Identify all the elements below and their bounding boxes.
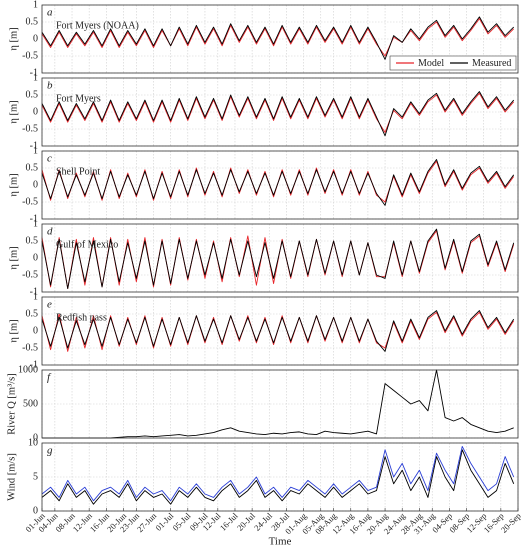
y-tick-label: 1 <box>33 145 38 156</box>
y-tick-label: -0.5 <box>22 269 38 280</box>
series-line <box>41 449 515 505</box>
panel-letter: e <box>47 299 52 311</box>
y-tick-label: 0 <box>33 106 38 117</box>
y-tick-label: 1 <box>33 72 38 83</box>
y-tick-label: -0.5 <box>22 123 38 134</box>
y-tick-label: -0.5 <box>22 342 38 353</box>
y-axis-label: River Q [m³/s] <box>6 373 17 434</box>
series-line <box>41 228 515 290</box>
panel-frame <box>41 369 519 439</box>
x-tick-label: 16-Jul <box>218 510 241 533</box>
panel-title: Fort Myers (NOAA) <box>56 20 139 31</box>
series-line <box>41 445 515 502</box>
y-tick-label: 0.5 <box>26 89 39 100</box>
y-tick-label: -1 <box>30 140 38 151</box>
x-tick-label: 27-Jun <box>135 510 159 534</box>
y-tick-label: 0 <box>33 325 38 336</box>
y-tick-label: -0.5 <box>22 50 38 61</box>
y-tick-label: 0 <box>33 432 38 443</box>
panel-frame <box>41 77 519 147</box>
legend-label: Model <box>418 58 444 69</box>
series-line <box>41 18 515 57</box>
y-tick-label: 500 <box>23 398 38 409</box>
series-line <box>42 369 514 439</box>
y-axis-label: η [m] <box>8 319 19 342</box>
y-tick-label: 0 <box>33 505 38 516</box>
y-tick-label: -0.5 <box>22 196 38 207</box>
panel-frame <box>41 296 519 366</box>
y-tick-label: 0 <box>33 252 38 263</box>
panel-title: Redfish pass <box>56 312 107 323</box>
panel-title: Shell Point <box>56 166 100 177</box>
y-axis-label: η [m] <box>8 246 19 269</box>
y-tick-label: -1 <box>30 359 38 370</box>
series-line <box>41 160 515 203</box>
legend-label: Measured <box>472 58 511 69</box>
y-axis-label: η [m] <box>8 27 19 50</box>
panel-letter: c <box>47 153 52 165</box>
y-tick-label: 1 <box>33 218 38 229</box>
series-line <box>41 16 515 60</box>
y-tick-label: -1 <box>30 67 38 78</box>
panel-frame <box>41 4 519 74</box>
panel-letter: f <box>47 372 52 384</box>
panel-letter: d <box>47 226 53 238</box>
y-tick-label: 0 <box>33 179 38 190</box>
panel-letter: g <box>47 445 53 457</box>
y-tick-label: -1 <box>30 286 38 297</box>
y-axis-label: Wind [m/s] <box>6 453 17 501</box>
series-line <box>41 91 515 137</box>
panel-title: Fort Myers <box>56 93 101 104</box>
x-axis-label: Time <box>269 536 292 548</box>
y-tick-label: 1000 <box>18 364 38 375</box>
x-tick-label: 24-Jul <box>252 510 275 533</box>
y-tick-label: 1 <box>33 0 38 10</box>
series-line <box>41 92 515 133</box>
x-tick-label: 01-Jul <box>153 510 176 533</box>
panel-frame <box>41 442 519 512</box>
y-tick-label: 0.5 <box>26 16 39 27</box>
y-axis-label: η [m] <box>8 173 19 196</box>
panel-letter: a <box>47 7 53 19</box>
y-tick-label: -1 <box>30 213 38 224</box>
x-tick-label: 05-Jul <box>171 510 194 533</box>
series-line <box>41 310 515 352</box>
panel-frame <box>41 150 519 220</box>
x-tick-label: 20-Sep <box>499 511 523 535</box>
y-tick-label: 10 <box>28 437 38 448</box>
y-tick-label: 5 <box>33 471 38 482</box>
y-tick-label: 1 <box>33 291 38 302</box>
y-axis-label: η [m] <box>8 100 19 123</box>
panel-title: Gulf of Mexico <box>56 239 118 250</box>
y-tick-label: 0.5 <box>26 162 39 173</box>
y-tick-label: 0 <box>33 33 38 44</box>
series-line <box>41 311 515 352</box>
panel-frame <box>41 223 519 293</box>
panel-letter: b <box>47 80 53 92</box>
y-tick-label: 0.5 <box>26 308 39 319</box>
y-tick-label: 0.5 <box>26 235 39 246</box>
series-line <box>41 159 515 206</box>
x-tick-label: 20-Jul <box>235 510 258 533</box>
